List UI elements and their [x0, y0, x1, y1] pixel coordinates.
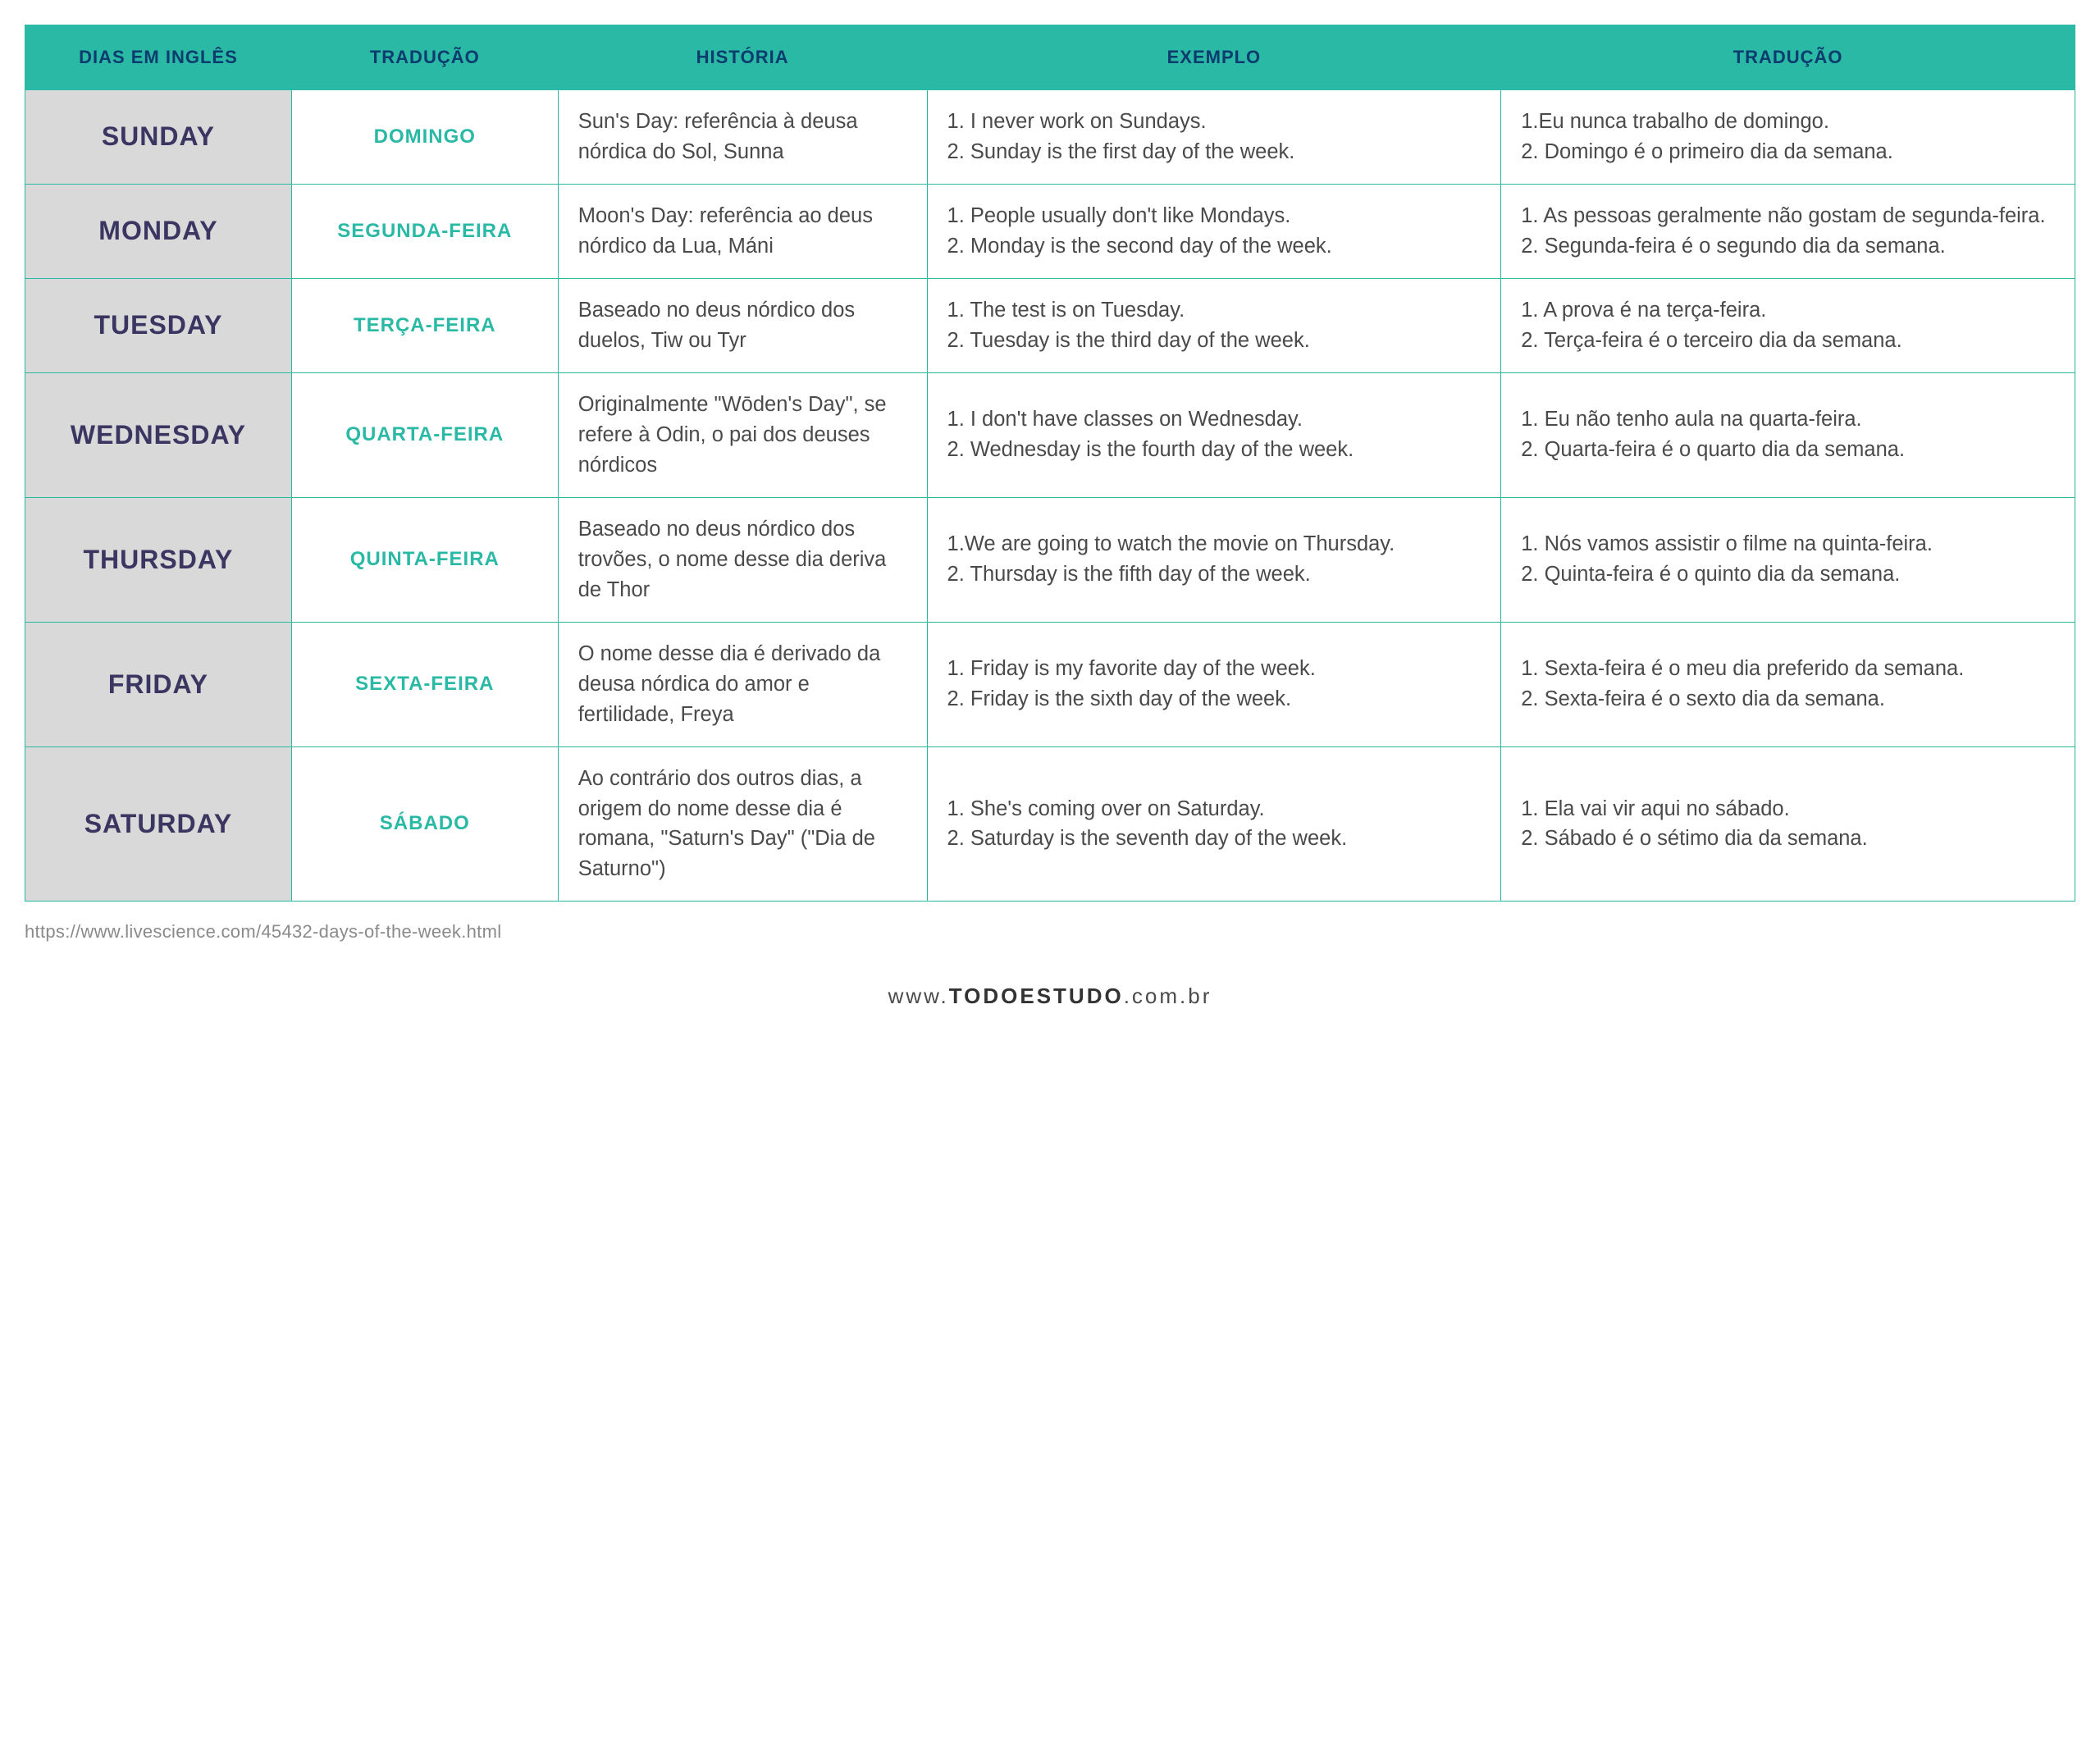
- day-translation: TERÇA-FEIRA: [291, 278, 558, 372]
- col-header-hist: HISTÓRIA: [558, 25, 927, 90]
- footer-bold: TODOESTUDO: [949, 984, 1124, 1008]
- day-example: 1. Friday is my favorite day of the week…: [927, 622, 1501, 746]
- day-example: 1. The test is on Tuesday. 2. Tuesday is…: [927, 278, 1501, 372]
- day-example: 1. I never work on Sundays. 2. Sunday is…: [927, 90, 1501, 185]
- table-body: SUNDAY DOMINGO Sun's Day: referência à d…: [25, 90, 2075, 902]
- table-row: SATURDAY SÁBADO Ao contrário dos outros …: [25, 746, 2075, 902]
- footer-url: www.TODOESTUDO.com.br: [25, 984, 2075, 1009]
- day-example-translation: 1. Sexta-feira é o meu dia preferido da …: [1501, 622, 2075, 746]
- day-english: MONDAY: [25, 184, 292, 278]
- source-citation: https://www.livescience.com/45432-days-o…: [25, 921, 2075, 943]
- day-example-translation: 1. Ela vai vir aqui no sábado. 2. Sábado…: [1501, 746, 2075, 902]
- footer-pre: www.: [888, 984, 949, 1008]
- col-header-ex: EXEMPLO: [927, 25, 1501, 90]
- day-example-translation: 1. As pessoas geralmente não gostam de s…: [1501, 184, 2075, 278]
- col-header-day: DIAS EM INGLÊS: [25, 25, 292, 90]
- table-row: TUESDAY TERÇA-FEIRA Baseado no deus nórd…: [25, 278, 2075, 372]
- day-translation: SÁBADO: [291, 746, 558, 902]
- day-translation: QUINTA-FEIRA: [291, 497, 558, 622]
- col-header-trans: TRADUÇÃO: [291, 25, 558, 90]
- day-english: SUNDAY: [25, 90, 292, 185]
- table-row: MONDAY SEGUNDA-FEIRA Moon's Day: referên…: [25, 184, 2075, 278]
- day-example-translation: 1. Nós vamos assistir o filme na quinta-…: [1501, 497, 2075, 622]
- table-row: FRIDAY SEXTA-FEIRA O nome desse dia é de…: [25, 622, 2075, 746]
- day-example: 1. She's coming over on Saturday. 2. Sat…: [927, 746, 1501, 902]
- col-header-trans2: TRADUÇÃO: [1501, 25, 2075, 90]
- day-history: Baseado no deus nórdico dos trovões, o n…: [558, 497, 927, 622]
- day-history: Originalmente "Wōden's Day", se refere à…: [558, 372, 927, 497]
- days-table: DIAS EM INGLÊS TRADUÇÃO HISTÓRIA EXEMPLO…: [25, 25, 2075, 902]
- day-english: SATURDAY: [25, 746, 292, 902]
- day-translation: DOMINGO: [291, 90, 558, 185]
- day-translation: QUARTA-FEIRA: [291, 372, 558, 497]
- table-row: THURSDAY QUINTA-FEIRA Baseado no deus nó…: [25, 497, 2075, 622]
- day-english: WEDNESDAY: [25, 372, 292, 497]
- day-history: Ao contrário dos outros dias, a origem d…: [558, 746, 927, 902]
- day-example: 1.We are going to watch the movie on Thu…: [927, 497, 1501, 622]
- day-history: O nome desse dia é derivado da deusa nór…: [558, 622, 927, 746]
- day-example: 1. People usually don't like Mondays. 2.…: [927, 184, 1501, 278]
- day-example-translation: 1. Eu não tenho aula na quarta-feira. 2.…: [1501, 372, 2075, 497]
- day-example: 1. I don't have classes on Wednesday. 2.…: [927, 372, 1501, 497]
- day-example-translation: 1. A prova é na terça-feira. 2. Terça-fe…: [1501, 278, 2075, 372]
- day-english: FRIDAY: [25, 622, 292, 746]
- day-english: THURSDAY: [25, 497, 292, 622]
- day-translation: SEXTA-FEIRA: [291, 622, 558, 746]
- day-history: Moon's Day: referência ao deus nórdico d…: [558, 184, 927, 278]
- table-header-row: DIAS EM INGLÊS TRADUÇÃO HISTÓRIA EXEMPLO…: [25, 25, 2075, 90]
- table-row: WEDNESDAY QUARTA-FEIRA Originalmente "Wō…: [25, 372, 2075, 497]
- day-history: Sun's Day: referência à deusa nórdica do…: [558, 90, 927, 185]
- day-translation: SEGUNDA-FEIRA: [291, 184, 558, 278]
- day-history: Baseado no deus nórdico dos duelos, Tiw …: [558, 278, 927, 372]
- table-row: SUNDAY DOMINGO Sun's Day: referência à d…: [25, 90, 2075, 185]
- footer-post: .com.br: [1124, 984, 1212, 1008]
- day-example-translation: 1.Eu nunca trabalho de domingo. 2. Domin…: [1501, 90, 2075, 185]
- day-english: TUESDAY: [25, 278, 292, 372]
